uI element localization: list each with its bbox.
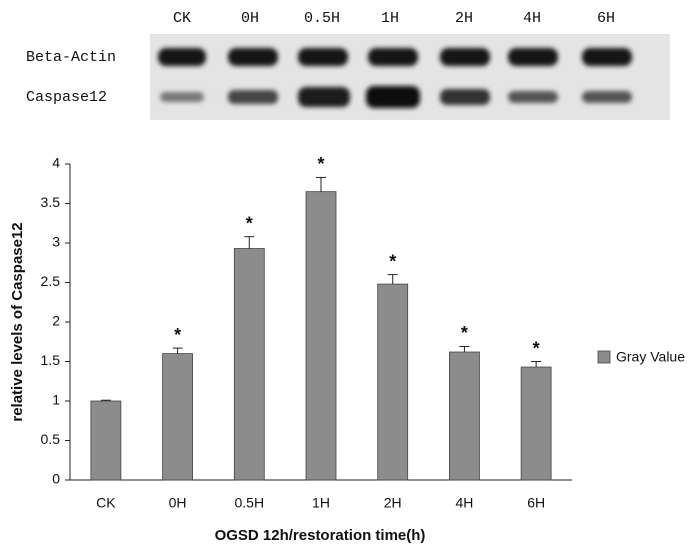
legend-label: Gray Value — [616, 349, 685, 365]
bar — [233, 248, 265, 481]
blot-lane-label: 4H — [523, 10, 541, 27]
y-tick-label: 4 — [52, 155, 60, 171]
legend-swatch — [597, 350, 611, 364]
significance-mark: * — [461, 323, 468, 343]
bar — [449, 351, 480, 481]
y-tick-label: 2.5 — [41, 273, 61, 289]
y-tick-label: 3 — [52, 234, 60, 250]
x-axis-title: OGSD 12h/restoration time(h) — [215, 527, 426, 544]
y-tick-label: 3.5 — [41, 194, 61, 210]
x-tick-label: CK — [96, 495, 116, 511]
blot-row-label: Beta-Actin — [26, 49, 116, 66]
y-tick-label: 0.5 — [41, 431, 61, 447]
significance-mark: * — [246, 213, 253, 233]
x-tick-label: 0.5H — [234, 495, 264, 511]
significance-mark: * — [533, 338, 540, 358]
bar — [305, 191, 337, 481]
y-tick-label: 2 — [52, 313, 60, 329]
blot-lane-label: 0H — [241, 10, 259, 27]
significance-mark: * — [317, 154, 324, 174]
y-tick-label: 1 — [52, 392, 60, 408]
blot-row-label: Caspase12 — [26, 89, 107, 106]
x-tick-label: 6H — [527, 495, 545, 511]
y-axis-title: relative levels of Caspase12 — [9, 222, 26, 421]
blot-lane-label: 0.5H — [304, 10, 340, 27]
y-tick-label: 0 — [52, 471, 60, 487]
bands — [158, 48, 632, 108]
x-tick-label: 1H — [312, 495, 330, 511]
significance-mark: * — [389, 251, 396, 271]
blot-lane-label: 6H — [597, 10, 615, 27]
significance-mark: * — [174, 325, 181, 345]
bar — [162, 353, 193, 481]
blot-lane-label: 2H — [455, 10, 473, 27]
blot-lane-label: CK — [173, 10, 191, 27]
x-tick-label: 4H — [455, 495, 473, 511]
bar — [377, 283, 409, 481]
bar — [90, 400, 122, 481]
blot-lane-label: 1H — [381, 10, 399, 27]
x-tick-label: 0H — [169, 495, 187, 511]
western-blot: Beta-Actin Caspase12 CK 0H 0.5H 1H 2H 4H… — [26, 10, 670, 120]
y-tick-label: 1.5 — [41, 352, 61, 368]
x-tick-label: 2H — [384, 495, 402, 511]
bar — [520, 366, 552, 481]
